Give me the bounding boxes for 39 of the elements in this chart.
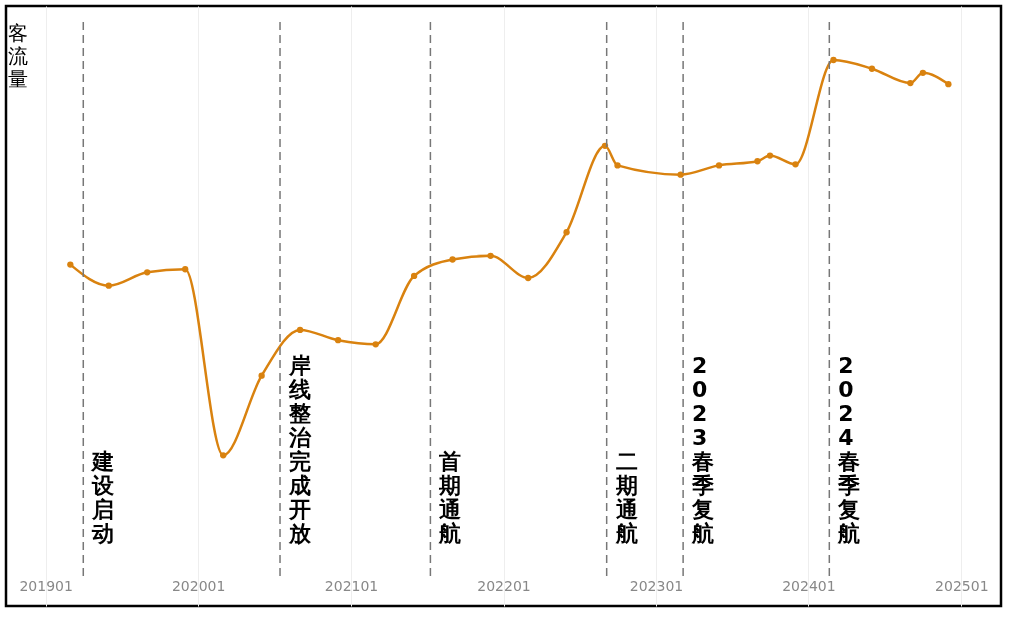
point [563, 229, 570, 236]
point [524, 274, 532, 282]
point [67, 261, 74, 268]
point [449, 256, 456, 263]
point [907, 79, 914, 87]
ref-line-label: 建设启动 [90, 449, 116, 546]
x-tick-label: 202201 [477, 577, 531, 594]
point [677, 171, 684, 178]
point [715, 162, 723, 169]
ref-line-label: 2023春季复航 [691, 353, 715, 546]
point [754, 158, 761, 165]
x-tick-label: 201901 [19, 577, 73, 594]
x-tick-label: 202001 [171, 577, 226, 594]
x-tick-label: 202301 [629, 577, 684, 594]
point [182, 266, 189, 273]
y-axis-title: 客流量 [8, 21, 28, 91]
x-tick-label: 202501 [935, 577, 989, 594]
point [919, 69, 927, 76]
ref-line-label: 2024春季复航 [837, 353, 861, 546]
point [487, 252, 494, 260]
point [144, 269, 151, 276]
point [766, 152, 774, 159]
point [792, 161, 799, 168]
x-tick-label: 202401 [782, 577, 836, 594]
point [334, 337, 342, 344]
point [830, 56, 837, 64]
point [372, 341, 379, 348]
point [296, 326, 304, 334]
point [614, 162, 621, 169]
ref-line-label: 首期通航 [438, 449, 462, 546]
point [945, 80, 952, 88]
point [220, 452, 227, 459]
x-tick-label: 202101 [324, 577, 379, 594]
point [105, 282, 112, 289]
ref-line-label: 岸线整治完成开放 [288, 353, 313, 546]
point [868, 65, 876, 72]
point [410, 272, 418, 280]
ref-line-label: 二期通航 [614, 449, 638, 546]
point [258, 372, 265, 379]
